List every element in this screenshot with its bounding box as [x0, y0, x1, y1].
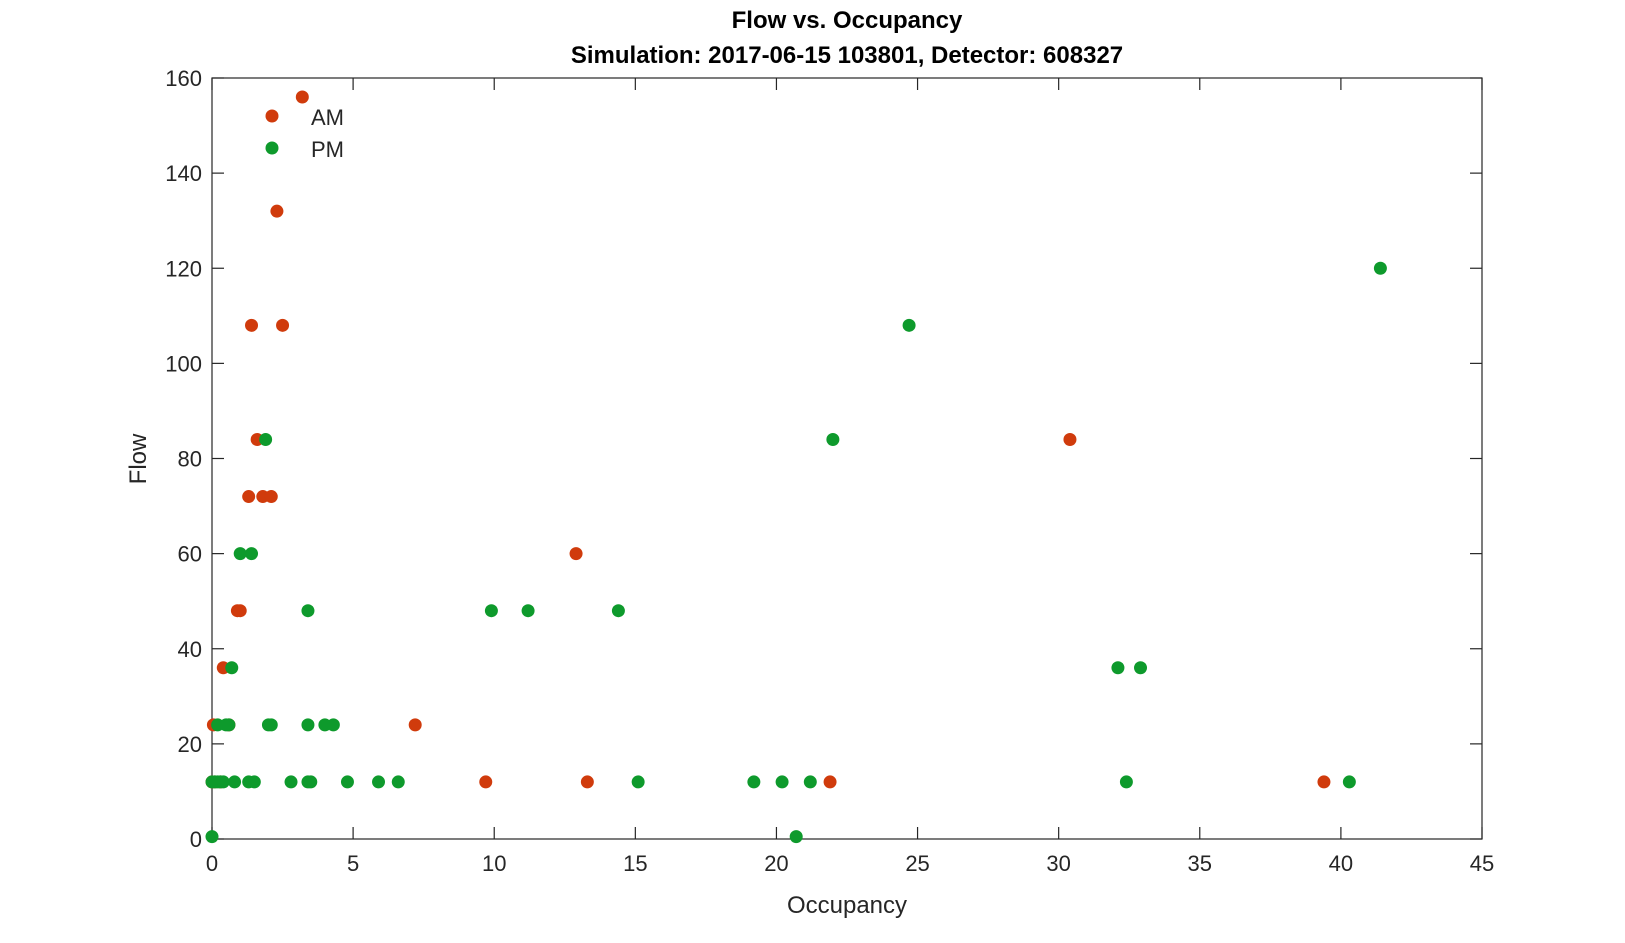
data-point-pm: [340, 775, 354, 789]
y-tick-label: 140: [165, 161, 202, 186]
data-point-am: [264, 490, 278, 504]
data-point-pm: [1373, 261, 1387, 275]
data-point-am: [245, 318, 259, 332]
legend-label-am: AM: [311, 105, 344, 130]
data-point-pm: [826, 432, 840, 446]
data-point-pm: [222, 718, 236, 732]
x-axis-label: Occupancy: [787, 892, 907, 919]
chart-title: Flow vs. Occupancy: [732, 7, 963, 34]
x-tick-label: 35: [1188, 851, 1212, 876]
data-point-pm: [205, 830, 219, 844]
data-point-pm: [259, 432, 273, 446]
data-point-am: [233, 604, 247, 618]
data-point-pm: [611, 604, 625, 618]
plot-area: [211, 77, 1483, 840]
data-point-pm: [789, 830, 803, 844]
data-point-pm: [264, 718, 278, 732]
data-point-am: [408, 718, 422, 732]
data-point-am: [270, 204, 284, 218]
x-axis: 0 5 10 15 20 25 30 35 40 45: [206, 78, 1494, 876]
data-point-am: [295, 90, 309, 104]
data-point-pm: [372, 775, 386, 789]
data-point-pm: [484, 604, 498, 618]
data-point-pm: [747, 775, 761, 789]
x-tick-label: 30: [1046, 851, 1070, 876]
x-tick-label: 5: [347, 851, 359, 876]
data-point-pm: [245, 547, 259, 561]
data-point-pm: [1111, 661, 1125, 675]
data-point-pm: [301, 718, 315, 732]
y-tick-label: 100: [165, 351, 202, 376]
data-point-pm: [233, 547, 247, 561]
y-tick-label: 40: [178, 637, 202, 662]
y-axis: 0 20 40 60 80 100 120 140 160: [165, 66, 1482, 852]
data-point-pm: [247, 775, 261, 789]
data-point-pm: [1119, 775, 1133, 789]
data-point-pm: [521, 604, 535, 618]
data-point-pm: [803, 775, 817, 789]
y-tick-label: 0: [190, 827, 202, 852]
data-point-pm: [326, 718, 340, 732]
data-point-am: [276, 318, 290, 332]
data-point-pm: [304, 775, 318, 789]
x-tick-label: 0: [206, 851, 218, 876]
data-point-am: [823, 775, 837, 789]
data-point-am: [1317, 775, 1331, 789]
x-tick-label: 25: [905, 851, 929, 876]
y-tick-label: 160: [165, 66, 202, 91]
data-point-am: [1063, 432, 1077, 446]
data-point-pm: [216, 775, 230, 789]
data-point-pm: [225, 661, 239, 675]
series-pm: [205, 261, 1387, 844]
data-points: [205, 90, 1387, 844]
y-tick-label: 20: [178, 732, 202, 757]
data-point-pm: [301, 604, 315, 618]
data-point-am: [242, 490, 256, 504]
data-point-am: [569, 547, 583, 561]
data-point-pm: [228, 775, 242, 789]
y-tick-label: 120: [165, 256, 202, 281]
x-tick-label: 40: [1329, 851, 1353, 876]
chart-subtitle: Simulation: 2017-06-15 103801, Detector:…: [571, 42, 1123, 69]
legend-label-pm: PM: [311, 137, 344, 162]
y-axis-label: Flow: [125, 433, 152, 484]
data-point-pm: [1134, 661, 1148, 675]
y-tick-label: 80: [178, 447, 202, 472]
data-point-pm: [902, 318, 916, 332]
legend-marker-pm: [265, 141, 279, 155]
data-point-pm: [1342, 775, 1356, 789]
y-tick-label: 60: [178, 542, 202, 567]
data-point-pm: [391, 775, 405, 789]
data-point-pm: [775, 775, 789, 789]
legend-marker-am: [265, 109, 279, 123]
data-point-am: [580, 775, 594, 789]
data-point-pm: [631, 775, 645, 789]
data-point-pm: [284, 775, 298, 789]
x-tick-label: 45: [1470, 851, 1494, 876]
x-tick-label: 10: [482, 851, 506, 876]
data-point-am: [479, 775, 493, 789]
x-tick-label: 15: [623, 851, 647, 876]
legend: AM PM: [265, 105, 344, 162]
x-tick-label: 20: [764, 851, 788, 876]
